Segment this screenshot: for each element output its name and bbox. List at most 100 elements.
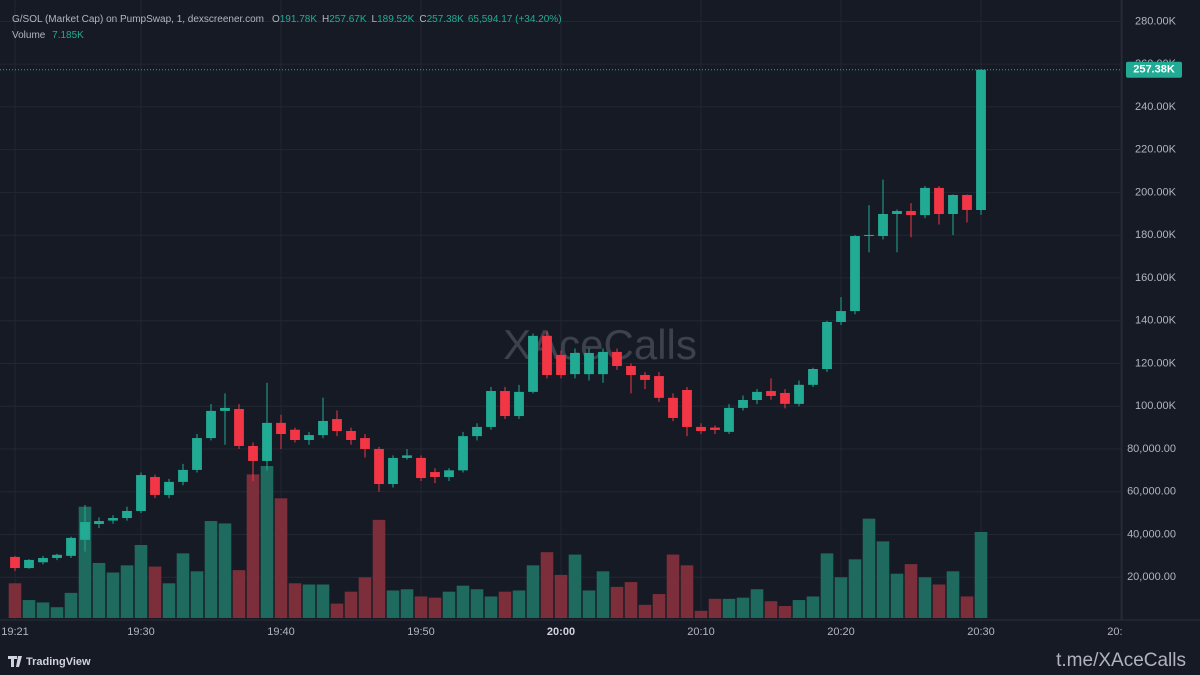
y-tick-label: 40,000.00 [1127,528,1176,540]
volume-bar [638,604,652,618]
candle-body [136,475,146,511]
candle-body [416,457,426,479]
candle-body [444,470,454,477]
volume-bar [134,544,148,618]
volume-bar [890,573,904,618]
x-tick-label: 20:30 [967,626,995,638]
candle-body [836,311,846,322]
x-tick-label: 20:20 [827,626,855,638]
candle-body [962,194,972,210]
candle-body [864,234,874,237]
volume-bar [820,553,834,618]
candle-body [276,422,286,434]
volume-bars [8,466,988,618]
volume-bar [358,577,372,618]
candle-body [248,445,258,461]
candle-body [892,211,902,215]
candle-body [220,407,230,411]
volume-bar [792,600,806,618]
price-axis: 20,000.00 40,000.00 60,000.00 80,000.00 100.… [1126,15,1182,583]
y-tick-label: 60,000.00 [1127,486,1176,498]
volume-bar [330,603,344,618]
candle-body [262,422,272,461]
volume-bar [162,583,176,618]
volume-bar [204,521,218,618]
volume-bar [568,554,582,618]
candle-body [668,397,678,418]
volume-bar [750,589,764,618]
volume-bar [372,519,386,618]
volume-bar [456,585,470,618]
candle-body [612,351,622,367]
legend-line: G/SOL (Market Cap) on PumpSwap, 1, dexsc… [12,14,562,25]
candle-body [458,436,468,471]
candle-body [164,481,174,495]
x-tick-label: 19:21 [1,626,29,638]
volume-bar [8,583,22,618]
candle-body [738,400,748,408]
candle-body [696,426,706,432]
candle-body [766,391,776,396]
volume-title: Volume [12,30,46,41]
volume-bar [610,586,624,618]
legend-key: H [322,14,329,25]
legend-value: 191.78K [280,14,318,25]
candle-body [318,420,328,436]
volume-bar [512,590,526,618]
candles [0,69,1122,571]
candle-body [108,518,118,521]
volume-bar [428,597,442,618]
candle-body [402,455,412,458]
y-tick-label: 80,000.00 [1127,443,1176,455]
x-tick-label: 19:30 [127,626,155,638]
candle-body [388,457,398,485]
candle-body [752,391,762,401]
volume-bar [176,553,190,618]
candle-body [514,391,524,417]
volume-bar [974,532,988,618]
candle-body [822,321,832,370]
candle-body [640,374,650,380]
candle-body [234,408,244,446]
volume-bar [246,474,260,618]
volume-bar [64,592,78,618]
time-axis: 19:21 19:30 19:40 19:50 20:00 20:10 20:20 20:30… [1,626,1122,638]
volume-bar [526,565,540,618]
y-tick-label: 100.00K [1135,400,1177,412]
volume-bar [302,584,316,618]
candle-body [682,389,692,427]
y-tick-label: 180.00K [1135,229,1177,241]
candle-body [192,438,202,470]
brand: TradingView [26,656,91,668]
volume-bar [22,600,36,618]
candle-body [626,366,636,375]
candle-body [360,438,370,449]
candle-body [122,510,132,519]
volume-bar [806,596,820,618]
legend-change: 65,594.17 (+34.20%) [468,14,562,25]
candle-body [906,211,916,216]
candle-body [38,558,48,563]
tradingview-logo: TradingView [8,656,91,668]
candle-body [570,352,580,375]
y-tick-label: 20,000.00 [1127,571,1176,583]
volume-bar [232,570,246,618]
volume-bar [834,577,848,618]
candle-body [878,214,888,237]
candle-body [794,384,804,404]
volume-bar [274,498,288,618]
candle-body [976,69,986,210]
logo-icon [8,656,22,667]
volume-bar [764,601,778,618]
candle-body [920,187,930,216]
volume-bar [484,596,498,618]
volume-bar [50,607,64,618]
volume-bar [708,598,722,618]
candle-body [150,476,160,495]
channel-link: t.me/XAceCalls [1056,650,1186,671]
volume-bar [540,552,554,618]
candle-body [472,426,482,437]
candle-body [500,391,510,417]
legend-key: O [272,14,280,25]
